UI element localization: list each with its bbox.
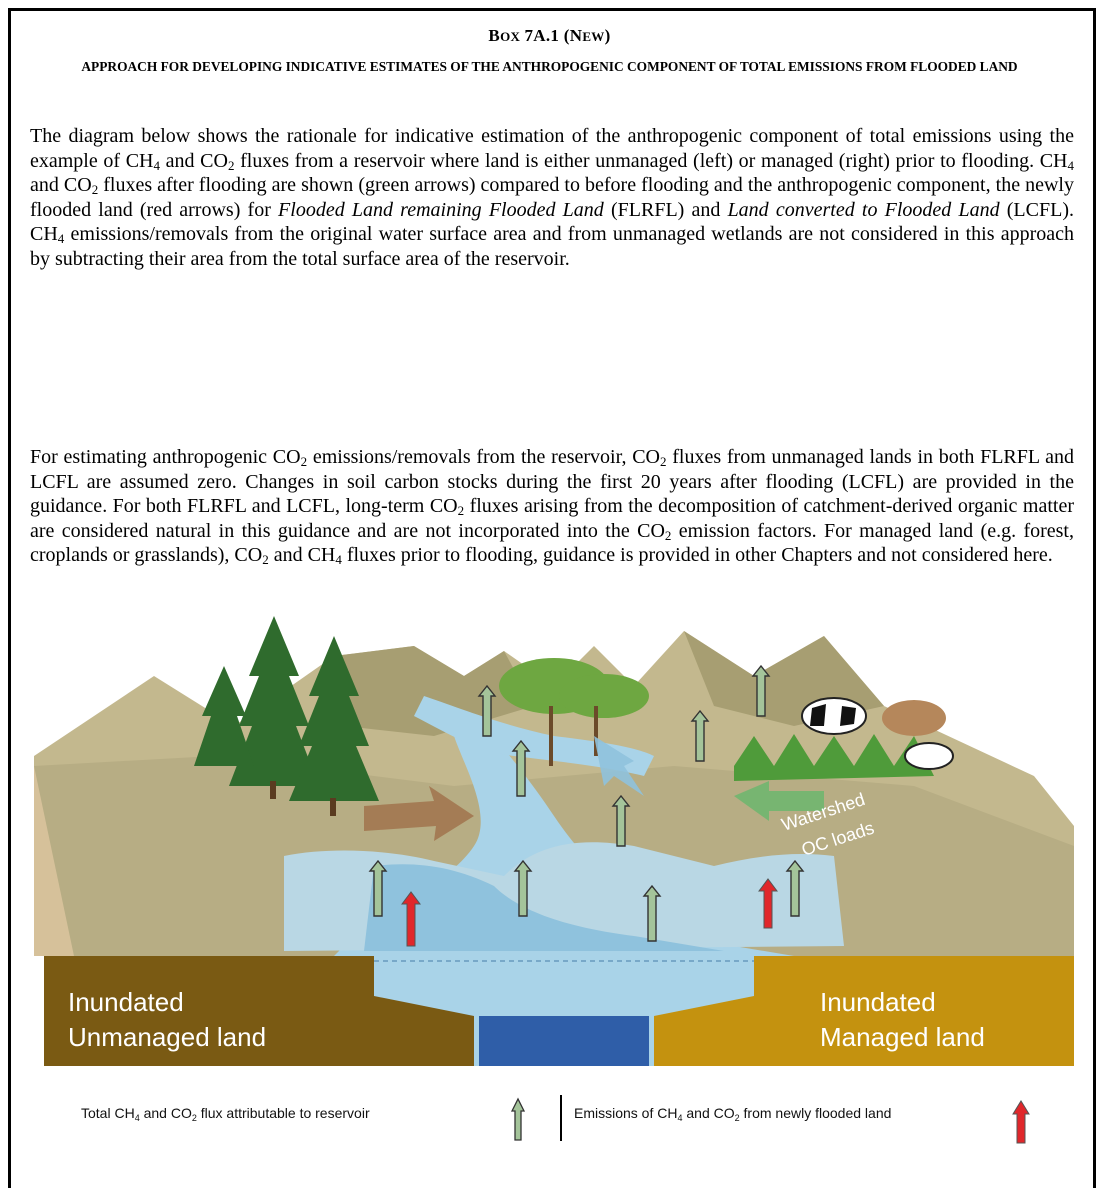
legend-green-text: Total CH4 and CO2 flux attributable to r… [81, 1105, 370, 1123]
conifer-trees [194, 616, 379, 801]
deep-water [479, 1016, 649, 1066]
legend-red-arrow-icon [1012, 1100, 1030, 1144]
unmanaged-label-line1: Inundated [68, 987, 184, 1017]
paragraph-1: The diagram below shows the rationale fo… [30, 125, 1075, 270]
legend-divider [560, 1095, 562, 1141]
managed-soil-block [654, 956, 1074, 1066]
red-flux-arrows [401, 878, 778, 947]
green-flux-arrows [368, 664, 805, 942]
reservoir-diagram: Watershed OC loads Inundated Unmanaged l… [34, 616, 1074, 1066]
water-column [374, 956, 754, 1066]
box-label: BOX 7A.1 (NEW) [488, 26, 611, 45]
paragraph-2: For estimating anthropogenic CO2 emissio… [30, 446, 1074, 568]
unmanaged-label-line2: Unmanaged land [68, 1022, 266, 1052]
runoff-arrow [364, 786, 474, 841]
wetland-grass [734, 734, 934, 781]
box-title: Approach for developing indicative estim… [81, 59, 1018, 74]
deciduous-trees [499, 658, 649, 718]
managed-label-line1: Inundated [820, 987, 936, 1017]
figure-legend: Total CH4 and CO2 flux attributable to r… [34, 1085, 1074, 1165]
legend-red-text: Emissions of CH4 and CO2 from newly floo… [574, 1105, 892, 1123]
managed-label-line2: Managed land [820, 1022, 985, 1052]
text-box-frame [8, 8, 1096, 1188]
legend-green-arrow-icon [510, 1097, 526, 1141]
cattle [801, 697, 954, 770]
unmanaged-soil-block [44, 956, 474, 1066]
